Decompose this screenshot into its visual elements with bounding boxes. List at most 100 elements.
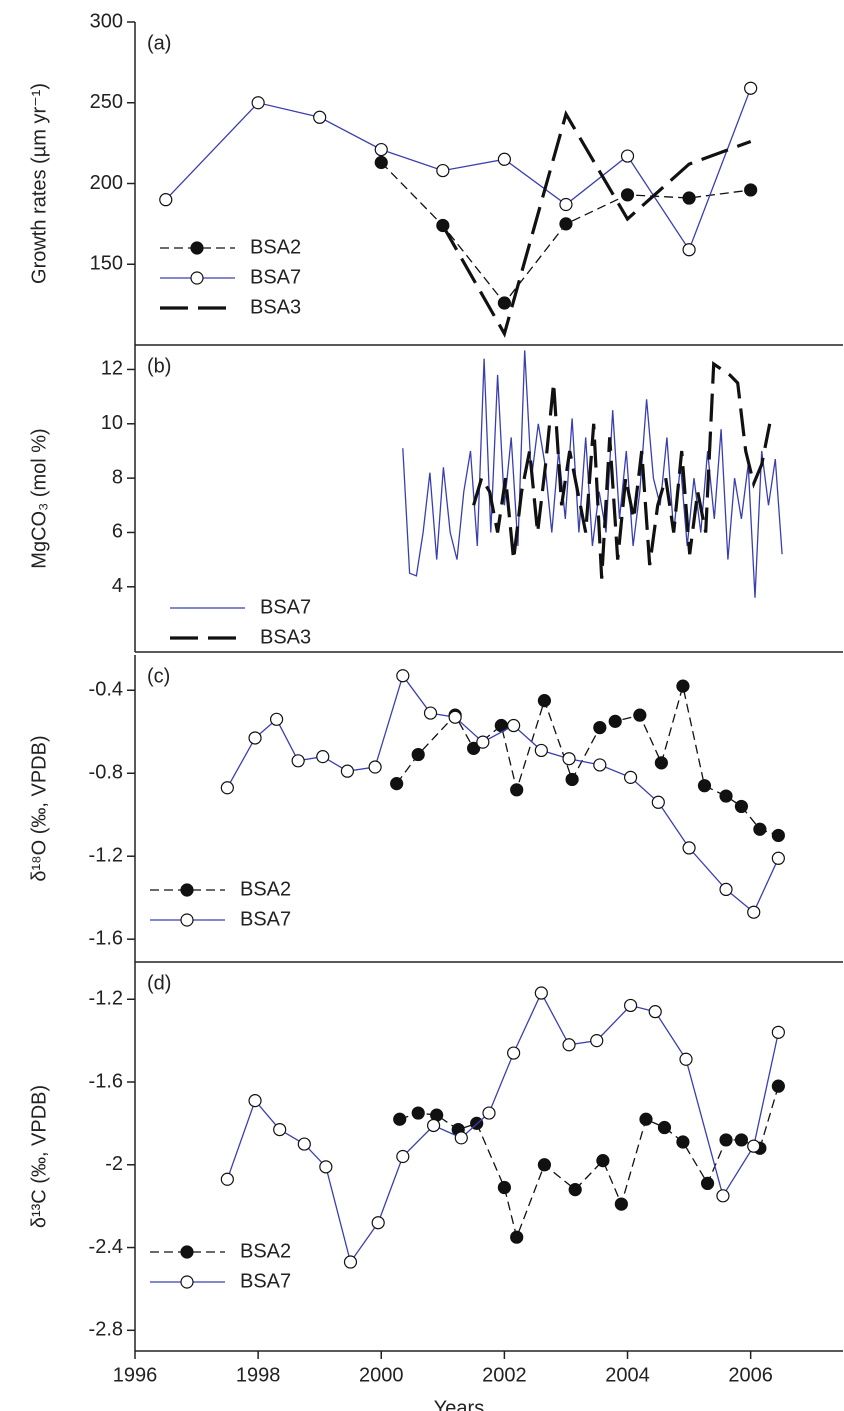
data-point (651, 795, 665, 809)
data-point (448, 710, 462, 724)
data-point (411, 1106, 425, 1120)
y-axis-label: Growth rates (µm yr⁻¹) (28, 83, 50, 284)
y-tick-label: 250 (90, 91, 123, 113)
data-point (454, 1131, 468, 1145)
data-point (682, 841, 696, 855)
legend-label: BSA7 (240, 1270, 291, 1292)
y-tick-label: 12 (101, 358, 123, 380)
data-point (697, 779, 712, 793)
legend-label: BSA2 (240, 1240, 291, 1262)
data-point (374, 155, 388, 170)
series-line (441, 110, 752, 338)
data-point (423, 706, 438, 720)
data-point (270, 712, 284, 726)
data-point (682, 243, 696, 257)
y-tick-label: 150 (90, 253, 123, 275)
y-tick-label: -2.4 (89, 1236, 123, 1258)
data-point (537, 1158, 552, 1172)
data-point (596, 1154, 610, 1168)
data-point (291, 754, 305, 768)
data-point (220, 781, 234, 795)
data-point (734, 799, 749, 814)
panel-label: (c) (147, 665, 170, 687)
data-point (476, 735, 490, 749)
data-point (568, 1183, 582, 1197)
data-point (368, 760, 382, 774)
data-point (679, 1052, 693, 1066)
series-line (165, 87, 752, 252)
y-tick-label: 4 (112, 575, 123, 597)
x-axis-label: Years (434, 1397, 484, 1411)
panel-label: (d) (147, 972, 171, 994)
data-point (753, 822, 767, 836)
data-point (510, 1230, 524, 1244)
data-point (537, 694, 552, 708)
y-axis-label: δ¹⁸O (‰, VPDB) (28, 735, 50, 881)
y-tick-label: 300 (90, 10, 123, 32)
data-point (648, 1005, 662, 1019)
series-line (226, 991, 780, 1264)
data-point (747, 905, 761, 919)
y-tick-label: 10 (101, 412, 123, 434)
data-point (319, 1160, 333, 1174)
data-point (507, 718, 521, 733)
data-point (371, 1216, 385, 1230)
data-point (313, 110, 327, 124)
data-point (639, 1112, 653, 1126)
data-point (771, 828, 785, 843)
x-tick-label: 2000 (359, 1364, 404, 1386)
y-tick-label: 8 (112, 466, 123, 488)
panel-label: (b) (147, 355, 171, 377)
series-line (472, 361, 772, 579)
series-line (402, 350, 783, 598)
data-point (676, 1135, 690, 1149)
data-point (467, 741, 481, 755)
y-tick-label: 200 (90, 172, 123, 194)
data-point (654, 756, 668, 770)
legend-marker (180, 1275, 194, 1289)
data-point (716, 1189, 730, 1203)
y-tick-label: -1.2 (89, 988, 123, 1010)
data-point (608, 714, 622, 728)
data-point (614, 1197, 628, 1211)
data-point (590, 1034, 604, 1048)
y-tick-label: 6 (112, 521, 123, 543)
data-point (497, 296, 511, 310)
data-point (562, 752, 576, 766)
data-point (593, 758, 607, 772)
data-point (565, 772, 579, 787)
y-tick-label: -1.2 (89, 844, 123, 866)
legend-label: BSA3 (260, 626, 311, 648)
data-point (682, 191, 696, 205)
x-tick-label: 1996 (113, 1364, 158, 1386)
data-point (220, 1172, 234, 1186)
y-tick-label: -2.8 (89, 1319, 123, 1341)
data-point (159, 193, 173, 207)
legend-marker (190, 241, 204, 255)
data-point (559, 197, 573, 212)
series-line (399, 1085, 780, 1240)
data-point (593, 721, 607, 735)
data-point (719, 882, 733, 896)
legend-marker (190, 271, 204, 285)
data-point (620, 149, 635, 163)
data-point (393, 1112, 407, 1126)
data-point (411, 747, 425, 762)
data-point (251, 96, 265, 110)
legend-marker (180, 1245, 194, 1259)
data-point (396, 1149, 410, 1164)
data-point (771, 1025, 785, 1039)
y-tick-label: -2 (105, 1153, 123, 1175)
data-point (482, 1106, 496, 1120)
data-point (396, 669, 410, 683)
data-point (534, 986, 548, 1000)
data-point (771, 1079, 785, 1093)
data-point (620, 188, 635, 202)
data-point (297, 1137, 311, 1151)
series-line (226, 674, 779, 914)
y-axis-label: MgCO₃ (mol %) (28, 428, 50, 568)
y-tick-label: -0.8 (89, 762, 123, 784)
data-point (719, 1133, 733, 1147)
data-point (562, 1038, 576, 1052)
data-point (316, 750, 330, 764)
